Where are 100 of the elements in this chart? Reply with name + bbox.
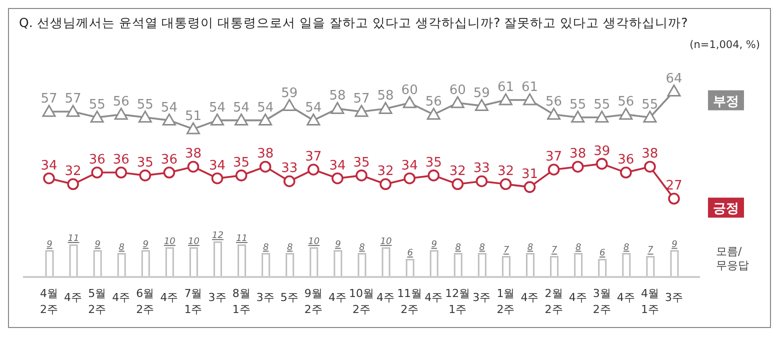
bar bbox=[214, 241, 222, 278]
data-label: 61 bbox=[521, 80, 538, 95]
bar bbox=[670, 250, 679, 278]
bar bbox=[646, 256, 655, 278]
x-tick-label: 4주 bbox=[64, 291, 82, 304]
point bbox=[43, 172, 55, 184]
data-label: 9 bbox=[431, 240, 438, 250]
point bbox=[547, 108, 561, 120]
data-label: 8 bbox=[262, 242, 269, 253]
point bbox=[211, 172, 224, 184]
data-label: 35 bbox=[136, 155, 154, 170]
data-label: 7 bbox=[503, 246, 510, 256]
bar bbox=[454, 253, 462, 278]
data-label: 38 bbox=[570, 146, 586, 162]
x-tick-label: 10월 2주 bbox=[349, 287, 374, 316]
x-tick-label: 4주 bbox=[328, 291, 346, 304]
x-tick-label: 4주 bbox=[616, 291, 635, 304]
point bbox=[595, 110, 609, 123]
bar bbox=[238, 244, 246, 278]
point bbox=[354, 104, 368, 117]
data-label: 56 bbox=[112, 94, 130, 110]
data-label: 32 bbox=[64, 164, 82, 180]
bar bbox=[93, 250, 102, 278]
data-label: 8 bbox=[359, 242, 366, 253]
data-label: 57 bbox=[40, 92, 58, 107]
bar bbox=[478, 253, 486, 278]
x-tick-label: 4주 bbox=[568, 291, 587, 304]
bar bbox=[334, 250, 342, 278]
data-label: 54 bbox=[305, 100, 322, 116]
data-label: 39 bbox=[594, 144, 610, 159]
text: 긍정 bbox=[712, 202, 739, 217]
point bbox=[163, 166, 176, 178]
data-label: 51 bbox=[184, 109, 202, 124]
x-tick-label: 3주 bbox=[208, 291, 226, 304]
point bbox=[620, 166, 632, 178]
data-label: 57 bbox=[64, 92, 82, 107]
data-label: 38 bbox=[642, 146, 658, 162]
data-label: 8 bbox=[575, 242, 582, 253]
point bbox=[596, 158, 608, 170]
x-tick-label: 3주 bbox=[664, 291, 683, 304]
x-tick-label: 9월 2주 bbox=[304, 287, 322, 316]
data-label: 61 bbox=[497, 80, 514, 95]
bar bbox=[502, 256, 510, 278]
data-label: 37 bbox=[305, 150, 322, 165]
data-label: 33 bbox=[473, 161, 490, 176]
data-label: 27 bbox=[666, 178, 682, 194]
data-label: 56 bbox=[546, 94, 562, 110]
data-label: 6 bbox=[599, 248, 606, 259]
bar bbox=[550, 256, 559, 278]
point bbox=[452, 178, 464, 190]
data-label: 38 bbox=[184, 146, 202, 162]
x-tick-label: 4월 1주 bbox=[640, 287, 659, 316]
x-tick-label: 4주 bbox=[160, 291, 178, 304]
text: (n=1,004, %) bbox=[690, 39, 760, 51]
point bbox=[162, 114, 176, 126]
data-label: 38 bbox=[257, 146, 274, 162]
data-label: 10 bbox=[380, 236, 392, 247]
point bbox=[644, 160, 656, 173]
bar bbox=[286, 253, 294, 278]
data-label: 9 bbox=[46, 240, 53, 250]
data-label: 31 bbox=[521, 167, 538, 182]
point bbox=[91, 166, 103, 178]
data-label: 9 bbox=[335, 240, 342, 250]
bar bbox=[430, 250, 438, 278]
data-label: 56 bbox=[425, 94, 442, 110]
x-tick-label: 4주 bbox=[520, 291, 539, 304]
bar bbox=[69, 244, 78, 278]
point bbox=[306, 114, 320, 126]
data-label: 54 bbox=[233, 100, 250, 116]
point bbox=[114, 108, 128, 120]
point bbox=[259, 160, 272, 173]
bar bbox=[262, 253, 270, 278]
data-label: 36 bbox=[88, 152, 106, 168]
bar bbox=[622, 253, 631, 278]
point bbox=[234, 114, 248, 126]
data-label: 36 bbox=[160, 152, 178, 168]
x-tick-label: 3주 bbox=[472, 291, 491, 304]
data-label: 55 bbox=[88, 97, 106, 112]
point bbox=[474, 99, 488, 112]
data-label: 55 bbox=[642, 97, 658, 112]
x-tick-label: 11월 2주 bbox=[397, 287, 422, 316]
bar bbox=[526, 253, 534, 278]
data-label: 56 bbox=[618, 94, 634, 110]
point bbox=[476, 175, 488, 188]
data-label: 34 bbox=[209, 158, 226, 174]
x-tick-label: 8월 1주 bbox=[232, 287, 250, 316]
data-label: 36 bbox=[618, 152, 634, 168]
data-label: 9 bbox=[94, 240, 101, 250]
data-label: 34 bbox=[40, 158, 58, 174]
data-label: 8 bbox=[527, 242, 534, 253]
point bbox=[643, 110, 657, 123]
x-tick-label: 12월 1주 bbox=[445, 287, 470, 316]
data-label: 7 bbox=[551, 246, 558, 256]
point bbox=[356, 170, 368, 182]
bar bbox=[165, 247, 174, 278]
bar bbox=[117, 253, 126, 278]
x-tick-label: 1월 2주 bbox=[496, 287, 515, 316]
x-tick-label: 4주 bbox=[376, 291, 395, 304]
data-label: 11 bbox=[236, 234, 248, 244]
data-label: 11 bbox=[68, 234, 80, 244]
